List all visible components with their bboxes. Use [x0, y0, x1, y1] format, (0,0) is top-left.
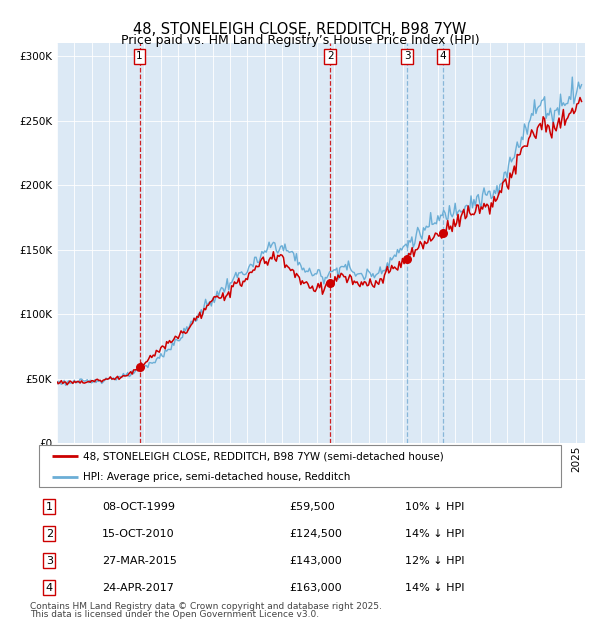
Point	[439, 228, 448, 238]
Text: 48, STONELEIGH CLOSE, REDDITCH, B98 7YW (semi-detached house): 48, STONELEIGH CLOSE, REDDITCH, B98 7YW …	[83, 451, 444, 461]
Text: 10% ↓ HPI: 10% ↓ HPI	[406, 502, 465, 512]
Point	[403, 254, 412, 264]
Point	[135, 361, 145, 371]
Text: Price paid vs. HM Land Registry’s House Price Index (HPI): Price paid vs. HM Land Registry’s House …	[121, 34, 479, 47]
Text: £59,500: £59,500	[289, 502, 335, 512]
Text: 14% ↓ HPI: 14% ↓ HPI	[406, 529, 465, 539]
Text: 24-APR-2017: 24-APR-2017	[102, 583, 173, 593]
Text: 2: 2	[327, 51, 334, 61]
Text: 48, STONELEIGH CLOSE, REDDITCH, B98 7YW: 48, STONELEIGH CLOSE, REDDITCH, B98 7YW	[133, 22, 467, 37]
Text: 12% ↓ HPI: 12% ↓ HPI	[406, 556, 465, 565]
Text: £163,000: £163,000	[289, 583, 342, 593]
FancyBboxPatch shape	[39, 445, 561, 487]
Text: 1: 1	[136, 51, 143, 61]
Text: Contains HM Land Registry data © Crown copyright and database right 2025.: Contains HM Land Registry data © Crown c…	[30, 602, 382, 611]
Text: 4: 4	[440, 51, 446, 61]
Text: 14% ↓ HPI: 14% ↓ HPI	[406, 583, 465, 593]
Text: HPI: Average price, semi-detached house, Redditch: HPI: Average price, semi-detached house,…	[83, 472, 351, 482]
Text: 08-OCT-1999: 08-OCT-1999	[102, 502, 175, 512]
Text: 2: 2	[46, 529, 53, 539]
Text: £124,500: £124,500	[289, 529, 343, 539]
Text: 4: 4	[46, 583, 53, 593]
Text: 3: 3	[404, 51, 410, 61]
Text: 15-OCT-2010: 15-OCT-2010	[102, 529, 175, 539]
Text: 1: 1	[46, 502, 53, 512]
Text: 27-MAR-2015: 27-MAR-2015	[102, 556, 176, 565]
Text: £143,000: £143,000	[289, 556, 342, 565]
Text: This data is licensed under the Open Government Licence v3.0.: This data is licensed under the Open Gov…	[30, 610, 319, 619]
Text: 3: 3	[46, 556, 53, 565]
Point	[326, 278, 335, 288]
